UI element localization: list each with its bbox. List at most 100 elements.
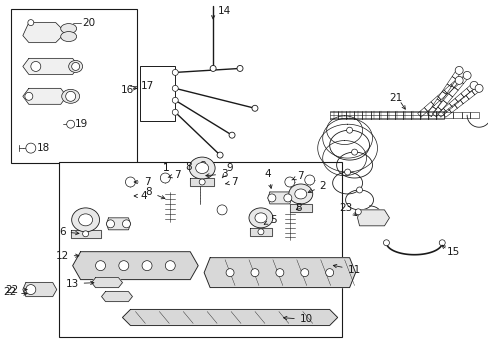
Ellipse shape (189, 157, 215, 179)
Text: 18: 18 (37, 143, 50, 153)
Polygon shape (23, 23, 65, 42)
Ellipse shape (72, 208, 100, 232)
Polygon shape (71, 230, 101, 238)
Text: 19: 19 (75, 119, 88, 129)
Circle shape (31, 62, 41, 71)
Circle shape (383, 240, 388, 246)
Text: 14: 14 (218, 6, 231, 15)
Circle shape (346, 127, 352, 133)
Polygon shape (203, 258, 355, 288)
Circle shape (172, 109, 178, 115)
Ellipse shape (288, 184, 312, 204)
Circle shape (122, 220, 130, 228)
Ellipse shape (68, 60, 82, 72)
Ellipse shape (61, 89, 80, 103)
Text: 6: 6 (59, 227, 79, 237)
Bar (59, 162, 341, 337)
Text: 15: 15 (447, 247, 460, 257)
Polygon shape (73, 252, 198, 280)
Circle shape (325, 269, 333, 276)
Polygon shape (91, 278, 122, 288)
Text: 10: 10 (283, 314, 312, 324)
Text: 8: 8 (145, 187, 164, 199)
Text: 8: 8 (199, 161, 205, 171)
Ellipse shape (61, 24, 77, 33)
Polygon shape (23, 88, 66, 104)
Polygon shape (23, 58, 79, 75)
Bar (140, 67, 175, 121)
Text: 7: 7 (168, 170, 180, 180)
Text: 8: 8 (185, 162, 191, 172)
Polygon shape (267, 192, 291, 204)
Circle shape (125, 177, 135, 187)
Text: 20: 20 (82, 18, 96, 28)
Text: 12: 12 (55, 251, 79, 261)
Circle shape (210, 66, 216, 71)
Circle shape (172, 69, 178, 75)
Circle shape (356, 187, 362, 193)
Circle shape (355, 209, 361, 215)
Circle shape (25, 92, 33, 100)
Polygon shape (106, 218, 130, 230)
Ellipse shape (248, 208, 272, 228)
Circle shape (454, 67, 462, 75)
Circle shape (225, 269, 234, 276)
Bar (11, 9, 137, 163)
Circle shape (474, 84, 482, 92)
Circle shape (72, 62, 80, 71)
Text: 3: 3 (205, 169, 227, 179)
Text: 4: 4 (134, 191, 147, 201)
Polygon shape (190, 178, 214, 186)
Circle shape (351, 149, 357, 155)
Circle shape (300, 269, 308, 276)
Text: 7: 7 (291, 171, 303, 181)
Text: 21: 21 (388, 93, 402, 103)
Circle shape (199, 179, 205, 185)
Circle shape (228, 132, 235, 138)
Polygon shape (357, 210, 388, 226)
Circle shape (250, 269, 259, 276)
Polygon shape (249, 228, 271, 236)
Circle shape (119, 261, 128, 271)
Circle shape (237, 66, 243, 71)
Text: 23: 23 (339, 203, 352, 213)
Circle shape (469, 81, 477, 89)
Ellipse shape (195, 163, 208, 174)
Circle shape (82, 231, 88, 237)
Text: 22: 22 (6, 284, 27, 294)
Circle shape (160, 173, 170, 183)
Text: 11: 11 (333, 265, 360, 275)
Text: 13: 13 (65, 279, 94, 289)
Circle shape (165, 261, 175, 271)
Circle shape (462, 71, 470, 80)
Text: 22: 22 (3, 287, 16, 297)
Ellipse shape (79, 214, 92, 226)
Circle shape (344, 169, 350, 175)
Circle shape (95, 261, 105, 271)
Circle shape (172, 85, 178, 91)
Circle shape (275, 269, 283, 276)
Circle shape (304, 175, 314, 185)
Polygon shape (102, 292, 132, 302)
Ellipse shape (294, 189, 306, 199)
Circle shape (438, 240, 444, 246)
Circle shape (267, 194, 275, 202)
Circle shape (283, 194, 291, 202)
Text: 1: 1 (162, 163, 168, 173)
Circle shape (66, 120, 75, 128)
Circle shape (26, 285, 36, 294)
Ellipse shape (254, 213, 266, 223)
Text: 8: 8 (295, 203, 301, 213)
Circle shape (28, 20, 34, 26)
Text: 5: 5 (264, 215, 276, 225)
Circle shape (258, 229, 264, 235)
Text: 17: 17 (140, 81, 153, 91)
Circle shape (106, 220, 114, 228)
Circle shape (217, 205, 226, 215)
Polygon shape (289, 204, 311, 212)
Text: 1: 1 (162, 163, 168, 173)
Text: 2: 2 (307, 181, 325, 193)
Text: 7: 7 (134, 177, 150, 187)
Ellipse shape (61, 32, 77, 41)
Circle shape (65, 91, 76, 101)
